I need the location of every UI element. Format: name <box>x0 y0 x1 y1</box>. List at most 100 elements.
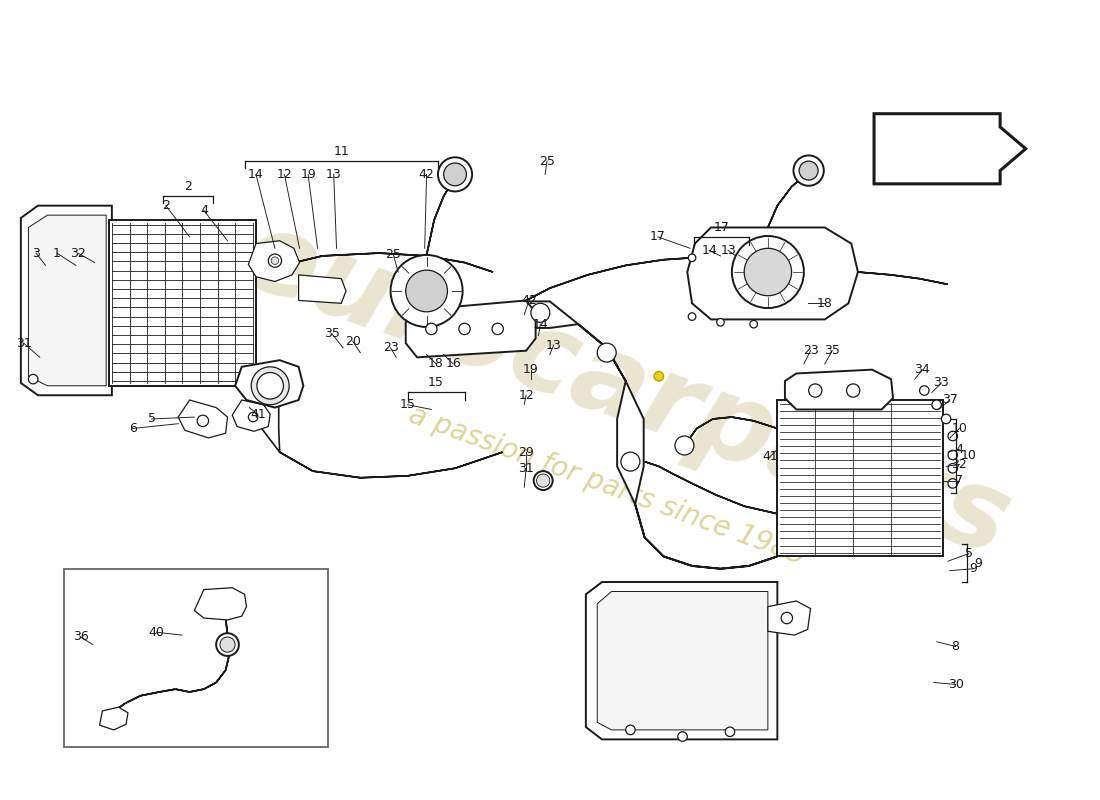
Text: 17: 17 <box>714 221 729 234</box>
Text: 35: 35 <box>323 327 340 340</box>
Bar <box>109 220 256 386</box>
Circle shape <box>675 436 694 455</box>
Circle shape <box>689 254 696 262</box>
Text: 5: 5 <box>147 413 156 426</box>
Text: 15: 15 <box>399 398 416 411</box>
Text: 19: 19 <box>300 168 316 181</box>
Polygon shape <box>874 114 1025 184</box>
Text: 23: 23 <box>803 344 818 358</box>
Circle shape <box>800 161 818 180</box>
Text: 31: 31 <box>518 462 534 474</box>
Polygon shape <box>262 405 503 478</box>
Text: 4: 4 <box>200 204 208 217</box>
Text: 34: 34 <box>914 363 931 376</box>
Polygon shape <box>21 206 112 395</box>
Text: 42: 42 <box>419 168 435 181</box>
Circle shape <box>725 727 735 737</box>
Text: 9: 9 <box>975 557 982 570</box>
Polygon shape <box>768 174 806 227</box>
Polygon shape <box>232 400 271 431</box>
Polygon shape <box>597 591 768 730</box>
Polygon shape <box>235 360 304 407</box>
Circle shape <box>390 255 463 327</box>
Text: 12: 12 <box>276 168 293 181</box>
Polygon shape <box>175 618 230 692</box>
Circle shape <box>948 450 957 460</box>
Text: 41: 41 <box>250 408 266 421</box>
Text: 40: 40 <box>148 626 164 638</box>
Polygon shape <box>195 588 246 620</box>
Polygon shape <box>109 689 175 714</box>
Circle shape <box>443 163 466 186</box>
Text: 41: 41 <box>762 450 778 463</box>
Circle shape <box>847 384 860 397</box>
Text: 31: 31 <box>15 337 32 350</box>
Text: 13: 13 <box>546 338 561 351</box>
Polygon shape <box>526 302 778 569</box>
Text: 18: 18 <box>428 358 444 370</box>
Bar <box>778 400 944 557</box>
Text: 32: 32 <box>952 458 967 471</box>
Text: 37: 37 <box>942 394 958 406</box>
Polygon shape <box>406 301 536 358</box>
Text: 18: 18 <box>817 297 833 310</box>
Text: 25: 25 <box>539 154 554 168</box>
Circle shape <box>793 155 824 186</box>
Text: 20: 20 <box>344 334 361 348</box>
Text: 9: 9 <box>970 562 978 575</box>
Circle shape <box>537 474 550 487</box>
Circle shape <box>781 612 792 624</box>
Circle shape <box>257 373 284 399</box>
Circle shape <box>920 386 929 395</box>
Circle shape <box>220 637 235 652</box>
Polygon shape <box>785 370 893 410</box>
Circle shape <box>492 323 504 334</box>
Text: 10: 10 <box>952 422 967 435</box>
Text: 15: 15 <box>428 377 444 390</box>
Circle shape <box>251 367 289 405</box>
Polygon shape <box>256 253 493 277</box>
Circle shape <box>216 634 239 656</box>
Text: 14: 14 <box>249 168 264 181</box>
Circle shape <box>271 257 278 265</box>
Text: 10: 10 <box>961 450 977 462</box>
Circle shape <box>626 725 635 734</box>
Text: 12: 12 <box>518 389 534 402</box>
Text: 4: 4 <box>956 442 964 456</box>
Circle shape <box>620 452 640 471</box>
Circle shape <box>459 323 470 334</box>
Text: 19: 19 <box>522 363 539 376</box>
Circle shape <box>531 303 550 322</box>
Circle shape <box>249 412 257 422</box>
Text: 25: 25 <box>385 249 402 262</box>
Polygon shape <box>99 707 128 730</box>
Circle shape <box>750 320 758 328</box>
Circle shape <box>948 478 957 488</box>
Circle shape <box>426 323 437 334</box>
Text: 3: 3 <box>32 246 40 259</box>
Text: 36: 36 <box>73 630 88 643</box>
Text: 13: 13 <box>326 168 342 181</box>
Polygon shape <box>526 258 711 301</box>
Circle shape <box>745 248 792 296</box>
Polygon shape <box>178 400 228 438</box>
Circle shape <box>534 471 552 490</box>
Circle shape <box>29 374 37 384</box>
Circle shape <box>406 270 448 312</box>
Circle shape <box>932 400 942 410</box>
Circle shape <box>678 732 688 742</box>
Polygon shape <box>858 272 948 284</box>
Text: 33: 33 <box>934 377 949 390</box>
Text: 2: 2 <box>184 180 191 194</box>
Circle shape <box>689 313 696 320</box>
Bar <box>65 569 328 747</box>
Text: 30: 30 <box>947 678 964 691</box>
Text: eurocarparts: eurocarparts <box>227 202 1024 579</box>
Text: 35: 35 <box>824 344 840 358</box>
Polygon shape <box>688 227 858 319</box>
Circle shape <box>438 158 472 191</box>
Circle shape <box>942 414 950 424</box>
Text: 13: 13 <box>720 244 736 257</box>
Text: 32: 32 <box>70 246 86 259</box>
Circle shape <box>717 318 724 326</box>
